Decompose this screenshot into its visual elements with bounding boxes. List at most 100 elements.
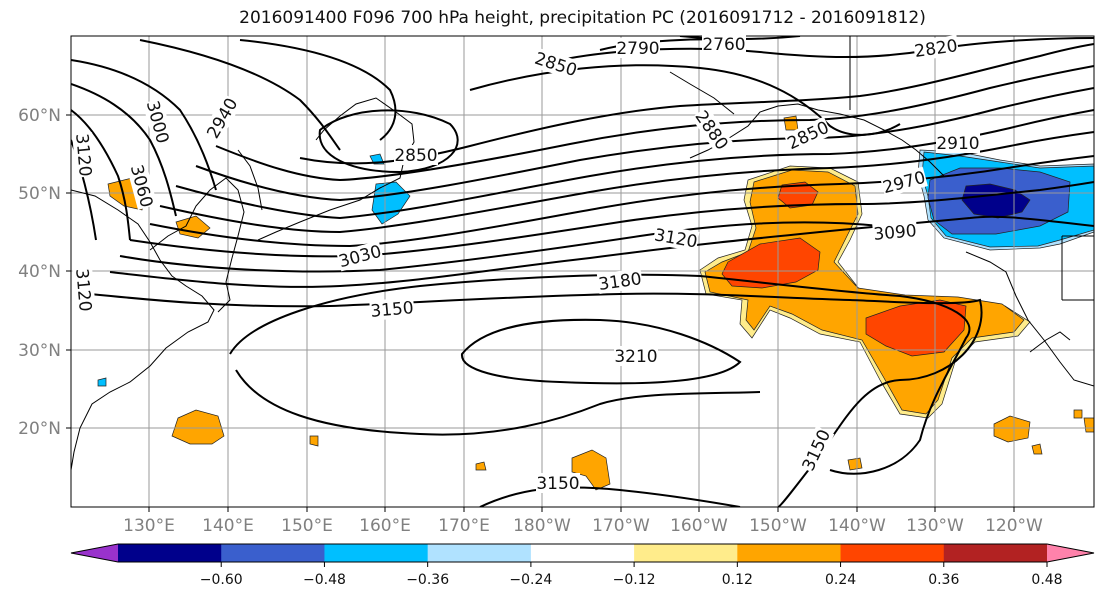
colorbar-label: 0.24 [825,572,856,588]
axis-ticks [66,114,1015,512]
longitude-label: 150°W [749,516,807,536]
contour-label-background [394,145,438,165]
contour-label: 3210 [614,347,657,367]
contour-label: 3120 [71,133,95,178]
contour-label-background [872,220,918,244]
colorbar-swatch [324,544,429,562]
contour-label: 3150 [536,474,579,494]
longitude-label: 160°W [670,516,728,536]
contour-label-background [336,240,384,272]
contour-label-background [614,346,658,366]
longitude-label: 130°E [123,516,175,536]
contour-label-background [783,116,833,154]
colorbar-swatch [530,544,635,562]
contour-label-background [797,425,835,475]
colorbar-swatch [427,544,532,562]
contour-label-background [536,473,580,493]
contour-3150-south [479,486,741,507]
latitude-label: 30°N [18,341,61,361]
contour-label-background [202,93,242,143]
colorbar-swatch [71,544,118,562]
colorbar-labels: −0.60 −0.48 −0.36 −0.24 −0.12 0.12 0.24 0.36 0.4… [200,562,1063,588]
contour-label-background [142,98,174,146]
contour-label: 2760 [702,35,745,55]
contour-west-5 [139,39,341,151]
colorbar-swatch [634,544,738,562]
longitude-label: 170°E [438,516,490,536]
contour-2850-a [318,109,459,174]
latitude-labels: 60°N 50°N 40°N 30°N 20°N [18,106,61,439]
contour-label-background [72,267,96,313]
contour-label-background [72,132,96,178]
contour-label-background [880,166,928,198]
contour-2910 [215,65,1094,182]
contour-3060 [129,181,1094,258]
colorbar-label: −0.60 [200,572,243,588]
contour-3180-a [229,273,971,475]
contour-label-background [936,133,980,153]
colorbar-swatch [1047,544,1094,562]
small-anomaly-patches [97,115,1094,491]
positive-anomaly-north-pacific [699,165,1031,419]
contour-3030 [149,155,1094,248]
colorbar-swatch [840,544,945,562]
colorbar-swatch [737,544,842,562]
colorbar-swatch [221,544,325,562]
colorbar-label: 0.48 [1031,572,1062,588]
colorbar-outline [70,543,1095,563]
longitude-label: 140°E [202,516,254,536]
latitude-label: 50°N [18,184,61,204]
contour-3000 [159,131,1094,234]
contour-west-1 [71,59,217,191]
contour-label: 2790 [616,39,659,59]
colorbar: −0.60 −0.48 −0.36 −0.24 −0.12 0.12 0.24 0.36 0.4… [70,543,1095,588]
colorbar-label: 0.36 [928,572,959,588]
longitude-labels: 130°E 140°E 150°E 160°E 170°E 180°W 170°W 160°W… [123,516,1043,536]
longitude-label: 130°W [906,516,964,536]
contour-label-background [596,268,644,294]
contour-label: 3090 [873,221,918,245]
map-title: 2016091400 F096 700 hPa height, precipit… [239,8,926,28]
contour-west-3 [71,109,131,241]
contour-2970 [175,109,1094,220]
contour-label: 3150 [370,298,415,322]
contour-3180-b [235,369,761,436]
longitude-label: 150°E [281,516,333,536]
contour-label-background [702,34,746,54]
contour-label: 3120 [71,268,95,313]
contour-label-background [126,162,158,210]
colorbar-label: −0.24 [509,572,552,588]
latitude-label: 20°N [18,419,61,439]
colorbar-label: 0.12 [722,572,753,588]
map-panel [71,36,1094,507]
longitude-label: 140°W [828,516,886,536]
longitude-label: 160°E [359,516,411,536]
height-contours [71,36,1094,507]
colorbar-label: −0.48 [303,572,346,588]
longitude-label: 180°W [513,516,571,536]
contour-label-background [369,297,415,321]
contour-3150 [89,292,983,507]
contour-3210 [461,318,742,385]
contour-label-background [691,106,733,154]
contour-west-2 [71,83,177,217]
colorbar-swatches [71,544,1094,562]
colorbar-label: −0.36 [406,572,449,588]
gridlines [71,36,1094,507]
longitude-label: 170°W [592,516,650,536]
contour-label: 2910 [936,134,979,154]
precipitation-shading [97,115,1094,491]
contour-label-background [652,224,700,252]
colorbar-swatch [943,544,1048,562]
contour-west-6 [239,39,397,141]
colorbar-swatch [118,544,222,562]
contour-3120 [109,215,1094,288]
latitude-label: 60°N [18,106,61,126]
contour-label-background [531,47,581,81]
latitude-label: 40°N [18,262,61,282]
colorbar-label: −0.12 [613,572,656,588]
contour-2940 [195,87,1094,202]
contour-label-background [912,35,960,61]
contour-label-background [616,38,660,58]
